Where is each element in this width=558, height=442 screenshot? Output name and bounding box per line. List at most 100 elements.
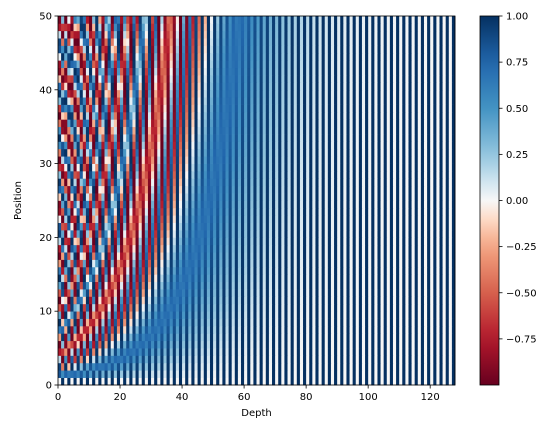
heatmap-cell xyxy=(380,325,385,334)
heatmap-cell xyxy=(402,340,406,349)
heatmap-cell xyxy=(250,289,254,297)
heatmap-cell xyxy=(132,259,136,268)
heatmap-cell xyxy=(358,340,363,349)
heatmap-cell xyxy=(116,303,121,312)
heatmap-cell xyxy=(433,252,437,260)
heatmap-cell xyxy=(371,362,375,371)
heatmap-cell xyxy=(240,134,245,142)
heatmap-cell xyxy=(374,207,378,216)
heatmap-cell xyxy=(405,289,409,297)
heatmap-cell xyxy=(265,244,270,253)
heatmap-cell xyxy=(430,252,434,260)
heatmap-cell xyxy=(380,215,385,223)
heatmap-cell xyxy=(166,370,170,378)
heatmap-cell xyxy=(203,325,208,334)
heatmap-cell xyxy=(70,281,74,290)
heatmap-cell xyxy=(330,193,335,201)
heatmap-cell xyxy=(70,156,74,164)
heatmap-cell xyxy=(278,230,282,238)
heatmap-cell xyxy=(70,163,74,172)
heatmap-cell xyxy=(448,274,453,283)
heatmap-cell xyxy=(315,266,319,275)
heatmap-cell xyxy=(265,148,270,157)
heatmap-cell xyxy=(340,222,344,231)
heatmap-cell xyxy=(399,156,403,164)
heatmap-cell xyxy=(377,303,381,312)
heatmap-cell xyxy=(284,281,288,290)
heatmap-cell xyxy=(256,215,260,223)
heatmap-cell xyxy=(157,281,161,290)
heatmap-cell xyxy=(175,148,180,157)
heatmap-cell xyxy=(262,170,267,179)
heatmap-cell xyxy=(392,134,397,142)
heatmap-cell xyxy=(386,318,391,327)
heatmap-cell xyxy=(402,274,406,283)
heatmap-cell xyxy=(175,266,180,275)
heatmap-cell xyxy=(405,222,409,231)
heatmap-cell xyxy=(327,141,332,150)
heatmap-cell xyxy=(349,111,353,120)
heatmap-cell xyxy=(287,311,291,319)
heatmap-cell xyxy=(89,215,93,223)
heatmap-cell xyxy=(175,355,180,364)
heatmap-cell xyxy=(272,104,276,113)
heatmap-cell xyxy=(206,296,211,305)
heatmap-cell xyxy=(188,244,192,253)
heatmap-cell xyxy=(259,289,264,297)
heatmap-cell xyxy=(299,281,304,290)
heatmap-cell xyxy=(377,244,381,253)
heatmap-cell xyxy=(209,333,214,342)
heatmap-cell xyxy=(361,348,366,356)
heatmap-cell xyxy=(138,340,143,349)
heatmap-cell xyxy=(253,237,257,246)
heatmap-cell xyxy=(222,281,226,290)
heatmap-cell xyxy=(182,318,186,327)
heatmap-cell xyxy=(430,289,434,297)
heatmap-cell xyxy=(365,333,369,342)
heatmap-cell xyxy=(268,185,273,194)
heatmap-cell xyxy=(104,259,108,268)
heatmap-cell xyxy=(85,303,90,312)
heatmap-cell xyxy=(237,163,242,172)
heatmap-cell xyxy=(361,141,366,150)
heatmap-cell xyxy=(315,148,319,157)
heatmap-cell xyxy=(290,97,295,105)
heatmap-cell xyxy=(73,207,77,216)
heatmap-cell xyxy=(58,178,62,187)
heatmap-cell xyxy=(219,325,223,334)
heatmap-cell xyxy=(104,193,108,201)
heatmap-cell xyxy=(244,156,248,164)
heatmap-cell xyxy=(256,318,260,327)
heatmap-cell xyxy=(321,97,326,105)
heatmap-cell xyxy=(82,244,87,253)
heatmap-cell xyxy=(126,148,130,157)
heatmap-cell xyxy=(392,311,397,319)
heatmap-cell xyxy=(321,193,326,201)
heatmap-cell xyxy=(436,134,440,142)
heatmap-cell xyxy=(396,126,400,135)
heatmap-cell xyxy=(250,104,254,113)
heatmap-cell xyxy=(303,104,307,113)
heatmap-cell xyxy=(349,230,353,238)
heatmap-cell xyxy=(228,111,233,120)
heatmap-cell xyxy=(154,259,158,268)
heatmap-cell xyxy=(290,126,295,135)
heatmap-cell xyxy=(166,340,170,349)
heatmap-cell xyxy=(110,156,115,164)
heatmap-cell xyxy=(185,156,189,164)
heatmap-cell xyxy=(293,207,298,216)
heatmap-cell xyxy=(234,370,239,378)
heatmap-cell xyxy=(147,311,152,319)
heatmap-cell xyxy=(147,148,152,157)
heatmap-cell xyxy=(222,340,226,349)
heatmap-cell xyxy=(120,377,124,386)
heatmap-cell xyxy=(420,185,425,194)
heatmap-cell xyxy=(182,170,186,179)
heatmap-cell xyxy=(101,362,105,371)
heatmap-cell xyxy=(120,185,124,194)
heatmap-cell xyxy=(194,178,198,187)
heatmap-cell xyxy=(95,237,99,246)
heatmap-cell xyxy=(420,178,425,187)
heatmap-cell xyxy=(346,303,350,312)
heatmap-cell xyxy=(330,244,335,253)
